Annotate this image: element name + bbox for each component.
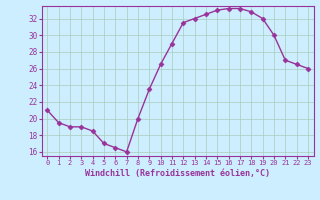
X-axis label: Windchill (Refroidissement éolien,°C): Windchill (Refroidissement éolien,°C) xyxy=(85,169,270,178)
